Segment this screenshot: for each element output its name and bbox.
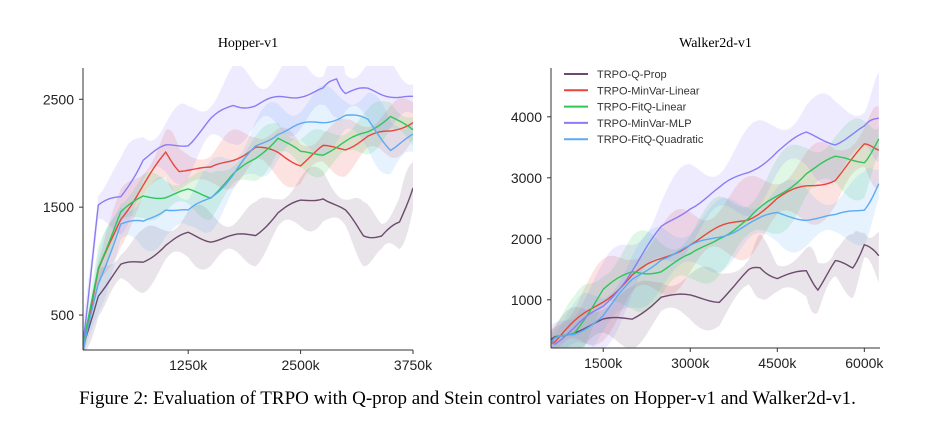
x-tick-label: 6000k [845,355,884,371]
x-tick-label: 4500k [758,355,797,371]
x-tick-label: 2500k [282,357,321,373]
band-trpo-fitq-quadratic [83,85,413,350]
x-tick-label: 1250k [169,357,208,373]
band-trpo-minvar-mlp [83,66,413,350]
series-line-trpo-minvar-linear [83,122,413,350]
chart-1: Hopper-v1 500 1500 2500 1250k 2500k 3750k [43,36,433,373]
legend: TRPO-Q-Prop TRPO-MinVar-Linear TRPO-FitQ-L… [564,69,704,146]
band-trpo-minvar-linear [551,106,879,348]
band-trpo-q-prop [83,161,413,350]
y-tick-label: 2000 [511,231,542,247]
series-line-trpo-minvar-mlp [551,117,879,345]
series-line-trpo-q-prop [551,243,880,341]
legend-label: TRPO-Q-Prop [597,69,667,81]
legend-label: TRPO-FitQ-Linear [597,102,687,114]
figure-caption: Figure 2: Evaluation of TRPO with Q-prop… [79,388,856,409]
series-line-trpo-fitq-linear [551,138,880,343]
x-tick-label: 3750k [394,357,433,373]
y-tick-label: 4000 [511,109,542,125]
legend-label: TRPO-MinVar-Linear [597,85,700,97]
series-line-trpo-fitq-quadratic [551,183,880,343]
series-line-trpo-minvar-linear [551,143,880,344]
y-tick-label: 3000 [511,170,542,186]
series-line-trpo-fitq-quadratic [83,114,413,350]
chart-2: Walker2d-v1 1000 2000 3000 4000 1500k 3000k 450… [511,36,885,371]
series-line-trpo-minvar-mlp [83,78,413,343]
band-trpo-fitq-linear [83,101,413,350]
band-trpo-minvar-linear [83,97,413,350]
band-trpo-fitq-quadratic [551,167,879,348]
legend-label: TRPO-MinVar-MLP [597,118,692,130]
x-tick-label: 1500k [584,355,623,371]
chart-title: Walker2d-v1 [679,36,752,51]
y-tick-label: 1000 [511,292,542,308]
series-line-trpo-q-prop [83,187,413,350]
band-trpo-fitq-linear [551,118,879,348]
y-tick-label: 1500 [43,199,74,215]
x-tick-label: 3000k [671,355,710,371]
chart-title: Hopper-v1 [218,36,278,51]
series-line-trpo-fitq-linear [83,115,413,348]
legend-label: TRPO-FitQ-Quadratic [597,134,704,146]
y-tick-label: 2500 [43,91,74,107]
y-tick-label: 500 [51,307,75,323]
